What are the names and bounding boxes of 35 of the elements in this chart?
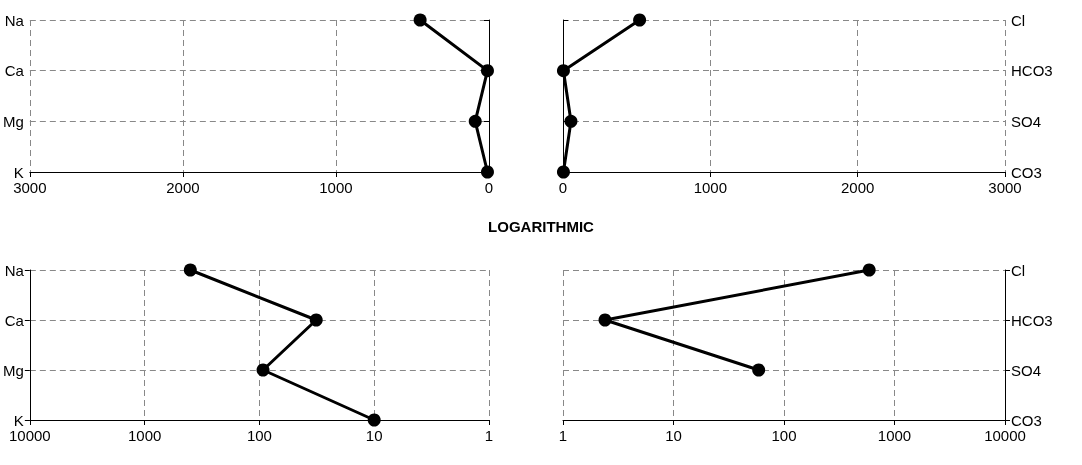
x-tick-label: 10: [665, 427, 682, 444]
x-tick-label: 3000: [13, 179, 47, 196]
y-tick-label: Na: [4, 11, 25, 29]
y-tick-label: HCO3: [1011, 311, 1053, 329]
x-tick-label: 1000: [127, 427, 162, 444]
text: LOGARITHMIC: [488, 218, 594, 235]
x-tick-label: 1: [558, 427, 568, 444]
y-tick-label: Cl: [1011, 11, 1026, 29]
x-tick-label: 10000: [984, 427, 1026, 444]
x-tick-label: 0: [558, 179, 568, 196]
y-tick-label: Na: [4, 261, 25, 279]
x-tick-label: 2000: [166, 179, 200, 196]
y-tick-label: K: [13, 163, 24, 181]
y-tick-label: CO3: [1011, 163, 1042, 181]
y-tick-label: K: [13, 411, 24, 429]
x-tick-label: 1000: [693, 179, 728, 196]
x-tick-label: 10000: [8, 427, 51, 444]
y-tick-label: Mg: [2, 361, 24, 379]
x-tick-label: 3000: [988, 179, 1022, 196]
x-tick-label: 100: [771, 427, 797, 444]
x-tick-label: 1000: [877, 427, 912, 444]
x-tick-label: 0: [484, 179, 494, 196]
x-tick-label: 1000: [319, 179, 353, 196]
x-tick-label: 100: [246, 427, 272, 444]
y-tick-label: Cl: [1011, 261, 1026, 279]
x-tick-label: 2000: [840, 179, 875, 196]
y-tick-label: Ca: [4, 311, 25, 329]
y-tick-label: HCO3: [1011, 62, 1053, 80]
y-tick-label: CO3: [1011, 411, 1042, 429]
x-tick-label: 10: [365, 427, 383, 444]
y-tick-label: Mg: [2, 112, 24, 130]
y-tick-label: SO4: [1011, 112, 1042, 130]
y-tick-label: Ca: [4, 62, 25, 80]
x-tick-label: 1: [484, 427, 494, 444]
y-tick-label: SO4: [1011, 361, 1042, 379]
